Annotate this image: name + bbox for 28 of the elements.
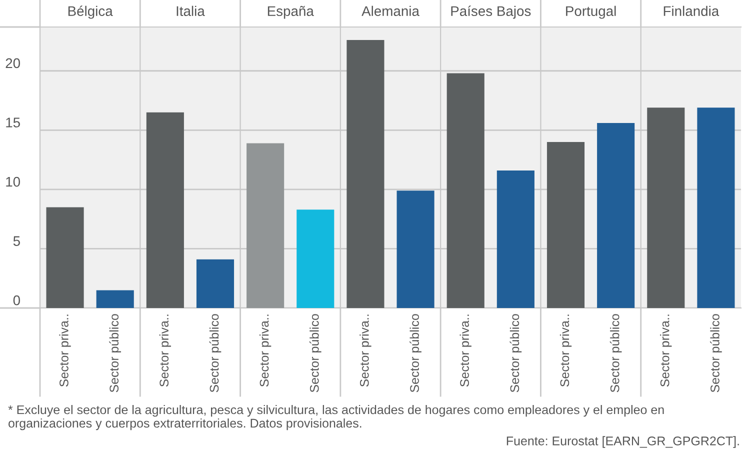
chart-title: Alemania xyxy=(362,6,420,16)
chart-title: España xyxy=(268,6,314,19)
x-tick-label: Sector priva.. xyxy=(59,314,71,387)
y-tick-label: 5 xyxy=(13,236,20,246)
chart-title: Países Bajos xyxy=(451,6,531,19)
text: * Excluye el sector de la agricultura, pesca y silvicultura, las actividades de hogares como empleadores y el empleo en organizaciones y cuerpos extraterritoriales. Datos provisionales. xyxy=(8,405,664,430)
source-note: Fuente: Eurostat [EARN_GR_GPGR2CT]. xyxy=(506,436,739,448)
y-tick-label: 10 xyxy=(6,176,20,187)
y-tick-label: 0 xyxy=(13,295,20,306)
x-tick-label: Sector público xyxy=(309,314,322,392)
x-tick-label: Sector priva.. xyxy=(259,314,272,387)
x-tick-label: Sector priva.. xyxy=(660,314,672,387)
chart-title: Italia xyxy=(176,6,205,16)
chart-title: Finlandia xyxy=(664,6,720,16)
x-tick-label: Sector priva.. xyxy=(159,314,172,387)
y-tick-label: 20 xyxy=(6,58,20,68)
x-tick-label: Sector público xyxy=(410,314,422,392)
x-tick-label: Sector público xyxy=(209,314,222,392)
chart-title: Portugal xyxy=(566,6,616,19)
x-tick-label: Sector priva.. xyxy=(560,314,572,387)
x-tick-label: Sector público xyxy=(710,314,722,392)
x-tick-label: Sector priva.. xyxy=(360,314,372,387)
x-tick-label: Sector público xyxy=(510,314,522,392)
y-tick-label: 15 xyxy=(6,118,20,128)
x-tick-label: Sector público xyxy=(610,314,622,392)
chart-title: Bélgica xyxy=(68,6,113,19)
x-tick-label: Sector priva.. xyxy=(460,314,472,387)
x-tick-label: Sector público xyxy=(109,314,122,392)
